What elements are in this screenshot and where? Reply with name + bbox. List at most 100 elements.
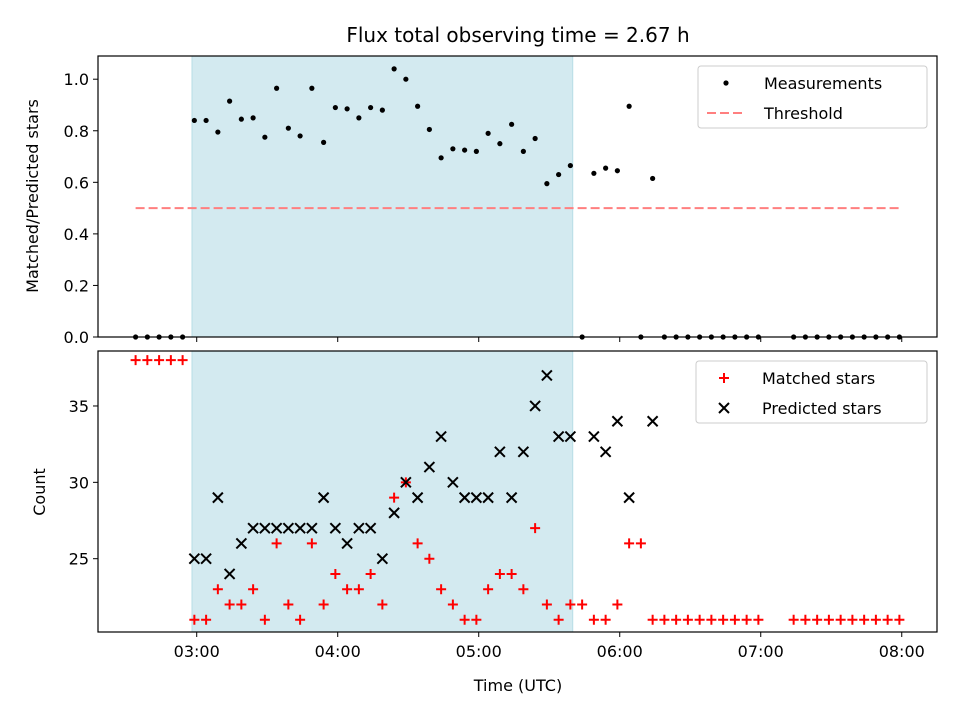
matched-stars-point [130,355,141,366]
measurement-point [356,115,362,121]
measurement-point [650,175,656,182]
matched-stars-point [259,614,270,625]
measurement-point [603,165,609,171]
measurement-point [520,148,526,154]
predicted-stars-point [247,522,259,534]
measurement-point [438,155,444,161]
predicted-stars-point [447,476,459,489]
matched-stars-point [788,614,799,625]
bottom-shaded-interval [191,350,574,633]
predicted-stars-point [353,522,365,534]
bottom-y-axis-label: Count [30,468,49,516]
predicted-stars-point [494,446,506,458]
matched-stars-point [823,614,834,625]
bottom-y-tick-label: 30 [69,473,89,492]
top-plot-frame [97,55,938,338]
matched-stars-point [248,584,259,595]
top-y-tick-label: 0.4 [64,225,89,244]
predicted-stars-point [400,476,412,489]
measurement-point [415,103,421,109]
matched-stars-point [424,553,435,564]
predicted-stars-point [200,552,212,565]
matched-stars-point [600,614,611,625]
bottom-panel: 03:00 04:00 05:00 06:00 07:00 08:00 25 30 35 Matc… [69,350,938,661]
predicted-stars-point [235,537,248,550]
bottom-y-tick-label: 25 [69,550,89,569]
measurement-point [274,85,280,91]
measurement-point [614,168,620,174]
top-y-tick-label: 0.8 [64,122,89,141]
top-y-tick-label: 0.6 [64,173,89,192]
measurement-point [191,117,197,124]
predicted-stars-point [364,522,377,534]
bottom-series-predicted-stars [188,369,659,580]
matched-stars-point [447,599,458,610]
matched-stars-point [342,584,353,595]
matched-stars-point [624,538,635,549]
x-tick-label: 06:00 [597,642,643,661]
predicted-stars-point [482,491,494,504]
measurement-point [250,115,256,121]
x-axis-label: Time (UTC) [473,676,562,695]
top-y-tick-label: 0.2 [64,276,89,295]
matched-stars-point [165,355,176,366]
top-y-tick-label: 1.0 [64,70,89,89]
matched-stars-point [436,584,447,595]
legend-label: Measurements [764,74,882,93]
predicted-stars-point [470,491,483,504]
measurement-point [567,162,573,169]
matched-stars-point [647,614,658,625]
measurement-point [238,116,244,122]
matched-stars-point [306,538,317,549]
measurement-point [509,121,515,127]
matched-stars-point [741,614,752,625]
measurement-point [368,104,374,111]
matched-stars-point [706,614,717,625]
legend-label: Matched stars [762,369,875,388]
predicted-stars-point [435,430,447,443]
predicted-stars-point [423,461,436,473]
x-tick-label: 08:00 [879,642,925,661]
matched-stars-point [859,614,870,625]
measurement-point [332,104,338,111]
matched-stars-point [635,538,646,549]
legend-marker-dot [723,80,729,86]
measurement-point [391,66,397,72]
legend-marker-plus [719,373,729,383]
measurement-point [297,133,303,139]
predicted-stars-point [623,491,635,504]
top-series-measurements [133,66,902,340]
matched-stars-point [718,614,729,625]
matched-stars-point [530,523,541,534]
measurement-point [544,181,550,187]
predicted-stars-point [599,446,612,458]
x-tick-label: 07:00 [738,642,784,661]
matched-stars-point [212,584,223,595]
predicted-stars-point [341,537,353,550]
matched-stars-point [694,614,705,625]
matched-stars-point [847,614,858,625]
legend-label: Predicted stars [762,399,882,418]
predicted-stars-point [282,522,295,534]
top-y-axis-label: Matched/Predicted stars [23,99,42,293]
predicted-stars-point [329,522,342,534]
matched-stars-point [330,568,341,579]
chart-title: Flux total observing time = 2.67 h [346,23,689,47]
measurement-point [473,148,479,154]
matched-stars-point [612,599,623,610]
measurement-point [285,125,291,131]
predicted-stars-point [517,446,530,458]
matched-stars-point [271,538,282,549]
predicted-stars-point [458,491,471,504]
predicted-stars-point [564,430,577,443]
matched-stars-point [800,614,811,625]
predicted-stars-point [223,568,236,580]
top-panel: 0.0 0.2 0.4 0.6 0.8 1.0 Measurements Threshold [64,55,938,347]
predicted-stars-point [611,415,624,427]
matched-stars-point [177,355,188,366]
measurement-point [497,141,503,147]
matched-stars-point [318,599,329,610]
predicted-stars-point [505,491,518,504]
matched-stars-point [541,599,552,610]
